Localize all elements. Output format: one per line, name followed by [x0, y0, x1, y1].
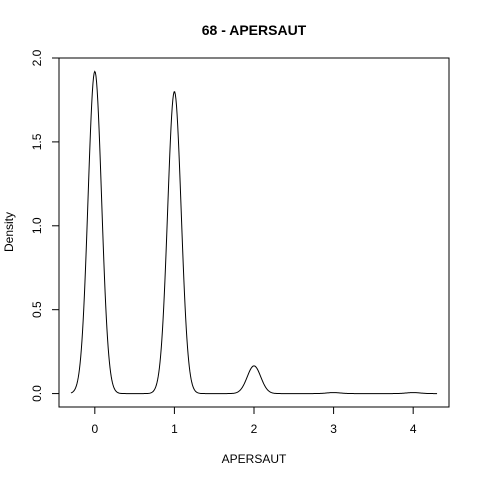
y-tick-label: 2.0 [30, 49, 44, 66]
x-tick-label: 2 [251, 422, 258, 436]
chart-title: 68 - APERSAUT [202, 22, 307, 38]
y-tick-label: 0.5 [30, 301, 44, 318]
density-curve [70, 70, 438, 395]
x-axis: 0 1 2 3 4 [91, 406, 417, 436]
x-tick-label: 0 [91, 422, 98, 436]
y-axis-label: Density [2, 212, 16, 252]
y-tick-label: 1.5 [30, 133, 44, 150]
y-tick-label: 0.0 [30, 385, 44, 402]
x-axis-label: APERSAUT [222, 452, 287, 466]
x-tick-label: 1 [171, 422, 178, 436]
y-axis: 0.0 0.5 1.0 1.5 2.0 [30, 49, 60, 402]
x-tick-label: 4 [410, 422, 417, 436]
y-tick-label: 1.0 [30, 217, 44, 234]
x-tick-label: 3 [330, 422, 337, 436]
